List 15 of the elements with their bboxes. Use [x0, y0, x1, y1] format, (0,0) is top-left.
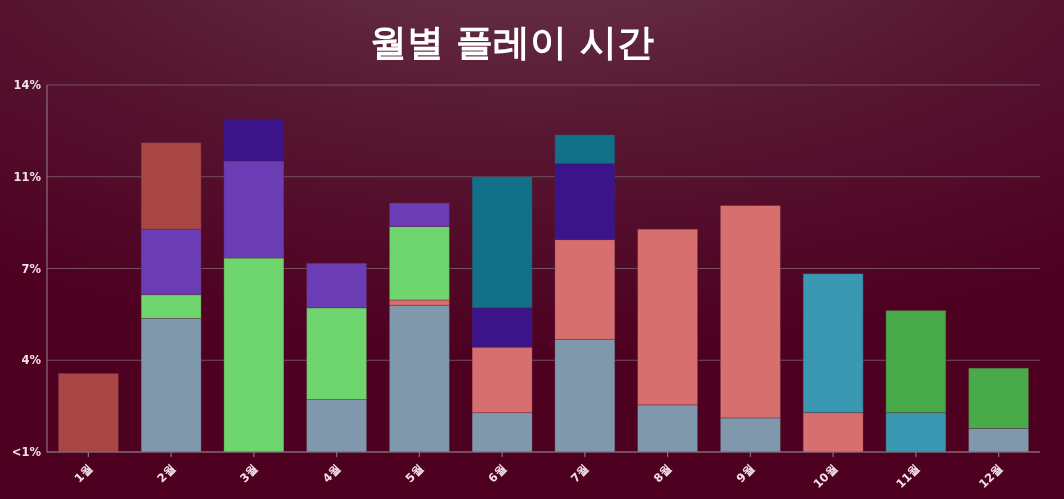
x-tick-label: 1월 — [71, 461, 96, 486]
y-tick-label: 11% — [13, 169, 42, 184]
x-tick-label: 3월 — [236, 461, 261, 486]
y-tick-label: <1% — [11, 445, 42, 459]
y-tick-label: 4% — [21, 353, 42, 368]
x-tick-label: 2월 — [154, 461, 179, 486]
x-tick-label: 9월 — [733, 461, 758, 486]
chart-title: 월별 플레이 시간 — [369, 21, 655, 64]
x-tick-label: 4월 — [319, 461, 344, 486]
x-tick-label: 7월 — [567, 461, 592, 486]
x-tick-label: 6월 — [485, 461, 510, 486]
y-tick-label: 7% — [21, 261, 42, 276]
x-tick-label: 8월 — [650, 461, 675, 486]
y-tick-label: 14% — [13, 78, 42, 92]
x-tick-label: 5월 — [402, 461, 427, 486]
